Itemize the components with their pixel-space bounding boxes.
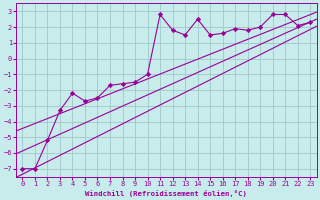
X-axis label: Windchill (Refroidissement éolien,°C): Windchill (Refroidissement éolien,°C) [85, 190, 247, 197]
